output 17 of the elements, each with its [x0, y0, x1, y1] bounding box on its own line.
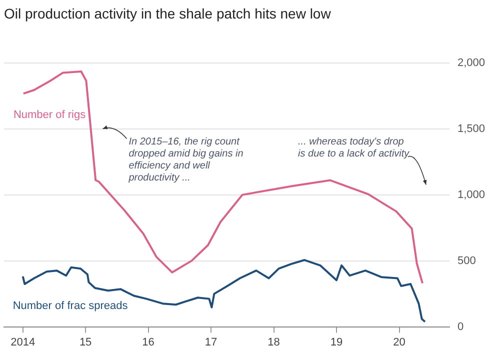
x-tick-label: 15	[79, 336, 92, 348]
y-tick-label: 1,000	[457, 188, 486, 201]
x-tick-label: 16	[142, 336, 154, 348]
y-tick-label: 500	[457, 254, 476, 267]
x-tick-label: 18	[268, 336, 280, 348]
annotation: In 2015–16, the rig count dropped amid big gains in efficiency and well productivity ...	[128, 136, 244, 184]
series-label: Number of rigs	[13, 109, 86, 122]
annotation: ... whereas today's drop is due to a lack of activity	[298, 136, 410, 160]
x-tick-label: 2014	[10, 336, 36, 348]
chart-title: Oil production activity in the shale patch hits new low	[4, 5, 332, 22]
x-tick-label: 20	[393, 336, 406, 348]
x-tick-label: 17	[204, 336, 218, 348]
y-tick-label: 1,500	[457, 122, 486, 135]
y-tick-label: 2,000	[457, 56, 486, 69]
y-tick-label: 0	[457, 320, 464, 333]
series-label: Number of frac spreads	[12, 300, 128, 312]
x-tick-label: 19	[330, 336, 343, 348]
